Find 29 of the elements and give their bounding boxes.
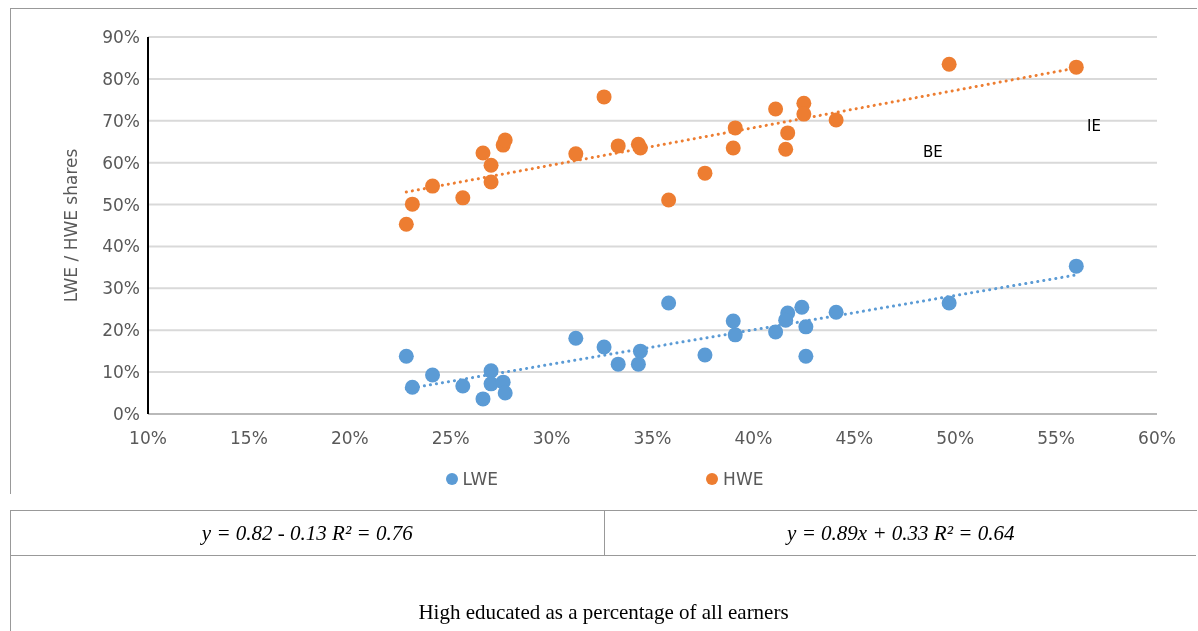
y-tick-label: 20% [102,320,140,341]
y-tick-label: 40% [102,236,140,257]
y-tick-label: 90% [102,27,140,48]
y-tick-label: 60% [102,152,140,173]
x-tick-label: 35% [633,428,672,449]
x-tick-label: 50% [936,428,975,449]
x-tick-label: 30% [532,428,571,449]
y-tick-label: 0% [113,404,140,425]
y-axis-title: LWE / HWE shares [61,148,82,303]
x-tick-label: 60% [1138,428,1176,449]
y-tick-label: 70% [102,110,140,131]
legend-label: LWE [461,468,499,491]
x-tick-label: 10% [129,428,167,449]
y-tick-label: 80% [102,68,140,89]
y-tick-label: 50% [102,194,140,215]
text: y = 0.82 - 0.13 R² = 0.76 [199,519,414,547]
x-tick-label: 20% [330,428,369,449]
annotation: BE [923,143,943,161]
text: High educated as a percentage of all earners [418,600,789,624]
text: y = 0.89x + 0.33 R² = 0.64 [603,511,1197,555]
x-tick-label: 55% [1037,428,1075,449]
y-tick-label: 30% [102,278,140,299]
x-tick-label: 45% [835,428,874,449]
x-tick-label: 40% [734,428,773,449]
legend-label: HWE [722,468,764,491]
x-tick-label: 25% [431,428,470,449]
y-tick-label: 10% [102,362,140,383]
x-tick-label: 15% [230,428,268,449]
annotation: IE [1087,117,1101,135]
